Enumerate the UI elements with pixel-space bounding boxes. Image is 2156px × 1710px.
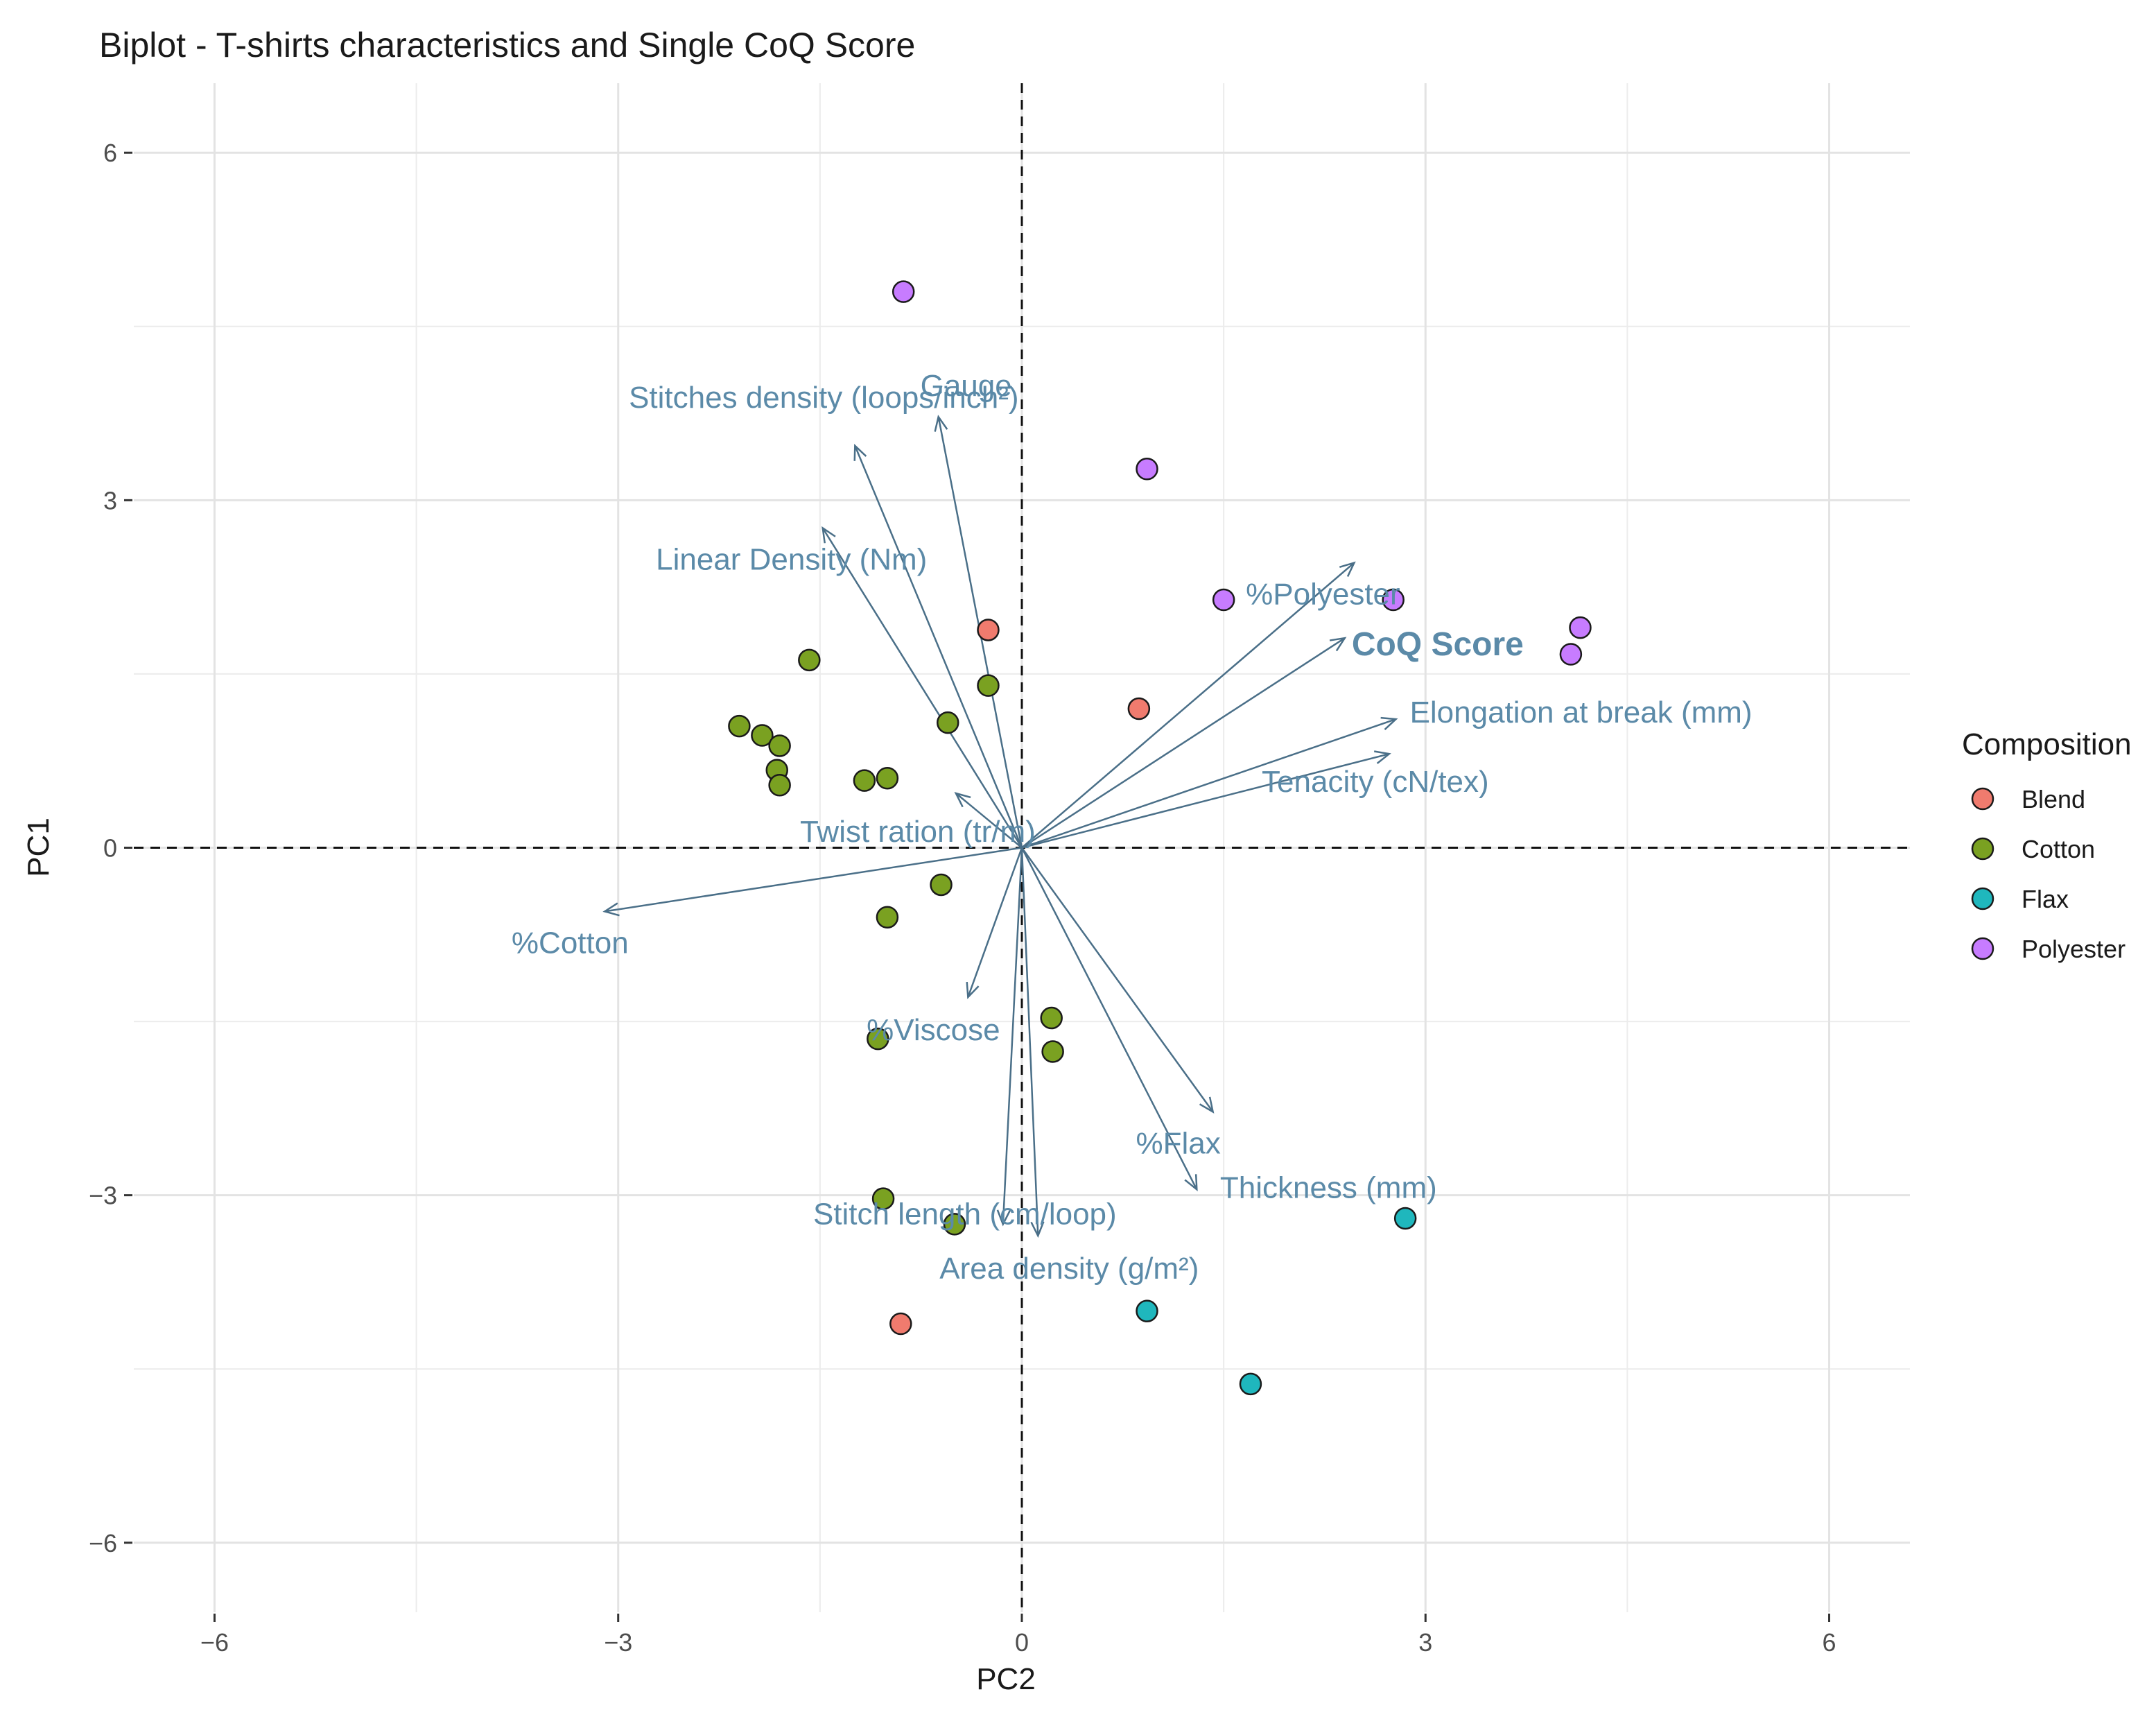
loading-arrow: [821, 527, 1023, 849]
point-flax: [1136, 1299, 1158, 1322]
point-polyester: [1382, 588, 1405, 612]
point-blend: [1127, 697, 1151, 720]
x-tick-label: −3: [604, 1628, 632, 1657]
loading-arrow: [967, 847, 1023, 998]
y-tick-label: −6: [89, 1529, 117, 1557]
loading-label: %Polyester: [1246, 578, 1400, 612]
chart-title: Biplot - T-shirts characteristics and Si…: [99, 26, 915, 64]
loading-label: Tenacity (cN/tex): [1262, 765, 1489, 799]
x-tick-label: 0: [1015, 1628, 1029, 1657]
loading-label: %Cotton: [512, 926, 629, 960]
legend-key-blend: [1971, 787, 1994, 811]
loading-label: Linear Density (Nm): [656, 542, 927, 576]
loading-arrow: [1020, 847, 1214, 1113]
y-tick-label: −3: [89, 1182, 117, 1210]
legend-label-blend: Blend: [2022, 785, 2085, 813]
loading-arrowhead: [996, 1209, 1011, 1227]
loading-arrow: [1021, 718, 1396, 849]
point-cotton: [876, 906, 899, 929]
point-cotton: [751, 724, 774, 747]
loading-label: Elongation at break (mm): [1410, 696, 1753, 729]
loading-label: %Viscose: [867, 1013, 1000, 1047]
point-cotton: [977, 674, 1000, 697]
loading-arrowhead: [853, 444, 867, 461]
loading-arrowhead: [1339, 561, 1356, 577]
loading-label: CoQ Score: [1352, 626, 1524, 663]
y-tick-label: 0: [103, 834, 117, 863]
loading-arrowhead: [966, 981, 980, 999]
loading-arrowhead: [1380, 716, 1398, 731]
loading-arrow: [1020, 847, 1198, 1190]
loading-arrowhead: [1373, 750, 1391, 764]
axis-ticks: −6 −3 0 3 6 −6 −3 0 3 6: [89, 139, 1836, 1657]
legend-title: Composition: [1962, 727, 2132, 761]
point-cotton: [853, 769, 876, 792]
loading-label: Stitches density (loops/inch²): [629, 381, 1018, 415]
point-cotton: [871, 1187, 895, 1210]
loading-arrow: [1020, 847, 1039, 1236]
point-flax: [1239, 1372, 1262, 1396]
point-polyester: [1569, 616, 1592, 639]
point-cotton: [768, 774, 791, 797]
loading-arrow: [1021, 637, 1346, 849]
loading-arrowhead: [954, 792, 971, 808]
loading-label: Area density (g/m²): [939, 1252, 1199, 1286]
y-axis-title: PC1: [21, 818, 55, 877]
loading-label: Thickness (mm): [1220, 1171, 1437, 1204]
loading-label: Gauge: [921, 369, 1012, 403]
loading-arrowhead: [1184, 1174, 1198, 1192]
point-cotton: [867, 1027, 889, 1051]
loading-arrowhead: [934, 415, 948, 432]
point-polyester: [892, 280, 915, 303]
loading-arrowhead: [1199, 1096, 1215, 1114]
point-blend: [977, 619, 1000, 641]
point-cotton: [943, 1213, 966, 1236]
x-tick-label: 3: [1418, 1628, 1432, 1657]
loading-label: Stitch length (cm/loop): [813, 1197, 1117, 1231]
point-cotton: [768, 734, 791, 757]
point-cotton: [1040, 1006, 1063, 1030]
loading-arrow: [1002, 847, 1023, 1225]
x-tick-label: 6: [1823, 1628, 1836, 1657]
loading-arrow: [1021, 562, 1355, 849]
loading-label: Twist ration (tr/m): [800, 815, 1036, 849]
loading-arrowhead: [1329, 637, 1347, 652]
legend: Composition Blend Cotton Flax Polyester: [1962, 727, 2132, 963]
legend-key-cotton: [1971, 837, 1994, 861]
point-blend: [889, 1312, 912, 1336]
data-points: [728, 280, 1592, 1396]
legend-key-polyester: [1971, 937, 1994, 960]
y-tick-label: 6: [103, 139, 117, 167]
loading-arrow: [1021, 752, 1390, 849]
loading-arrowhead: [821, 526, 836, 544]
y-tick-label: 3: [103, 486, 117, 515]
legend-label-flax: Flax: [2022, 885, 2069, 913]
loading-arrow: [955, 793, 1023, 849]
loading-label: %Flax: [1136, 1126, 1220, 1160]
loading-arrowhead: [602, 902, 620, 917]
point-cotton: [930, 873, 953, 897]
point-polyester: [1559, 643, 1583, 666]
point-polyester: [1212, 588, 1235, 612]
point-cotton: [937, 711, 959, 734]
point-cotton: [1041, 1040, 1064, 1063]
point-flax: [1393, 1207, 1417, 1230]
loading-arrow: [605, 847, 1023, 913]
loading-arrowhead: [1030, 1221, 1045, 1238]
x-tick-label: −6: [200, 1628, 229, 1657]
loading-arrow: [854, 445, 1023, 848]
point-cotton: [876, 767, 899, 790]
legend-label-polyester: Polyester: [2022, 935, 2125, 963]
point-cotton: [798, 648, 821, 672]
point-cotton: [728, 714, 751, 738]
legend-key-flax: [1971, 887, 1994, 910]
point-polyester: [1136, 458, 1158, 481]
legend-label-cotton: Cotton: [2022, 835, 2095, 863]
x-axis-title: PC2: [976, 1662, 1036, 1696]
